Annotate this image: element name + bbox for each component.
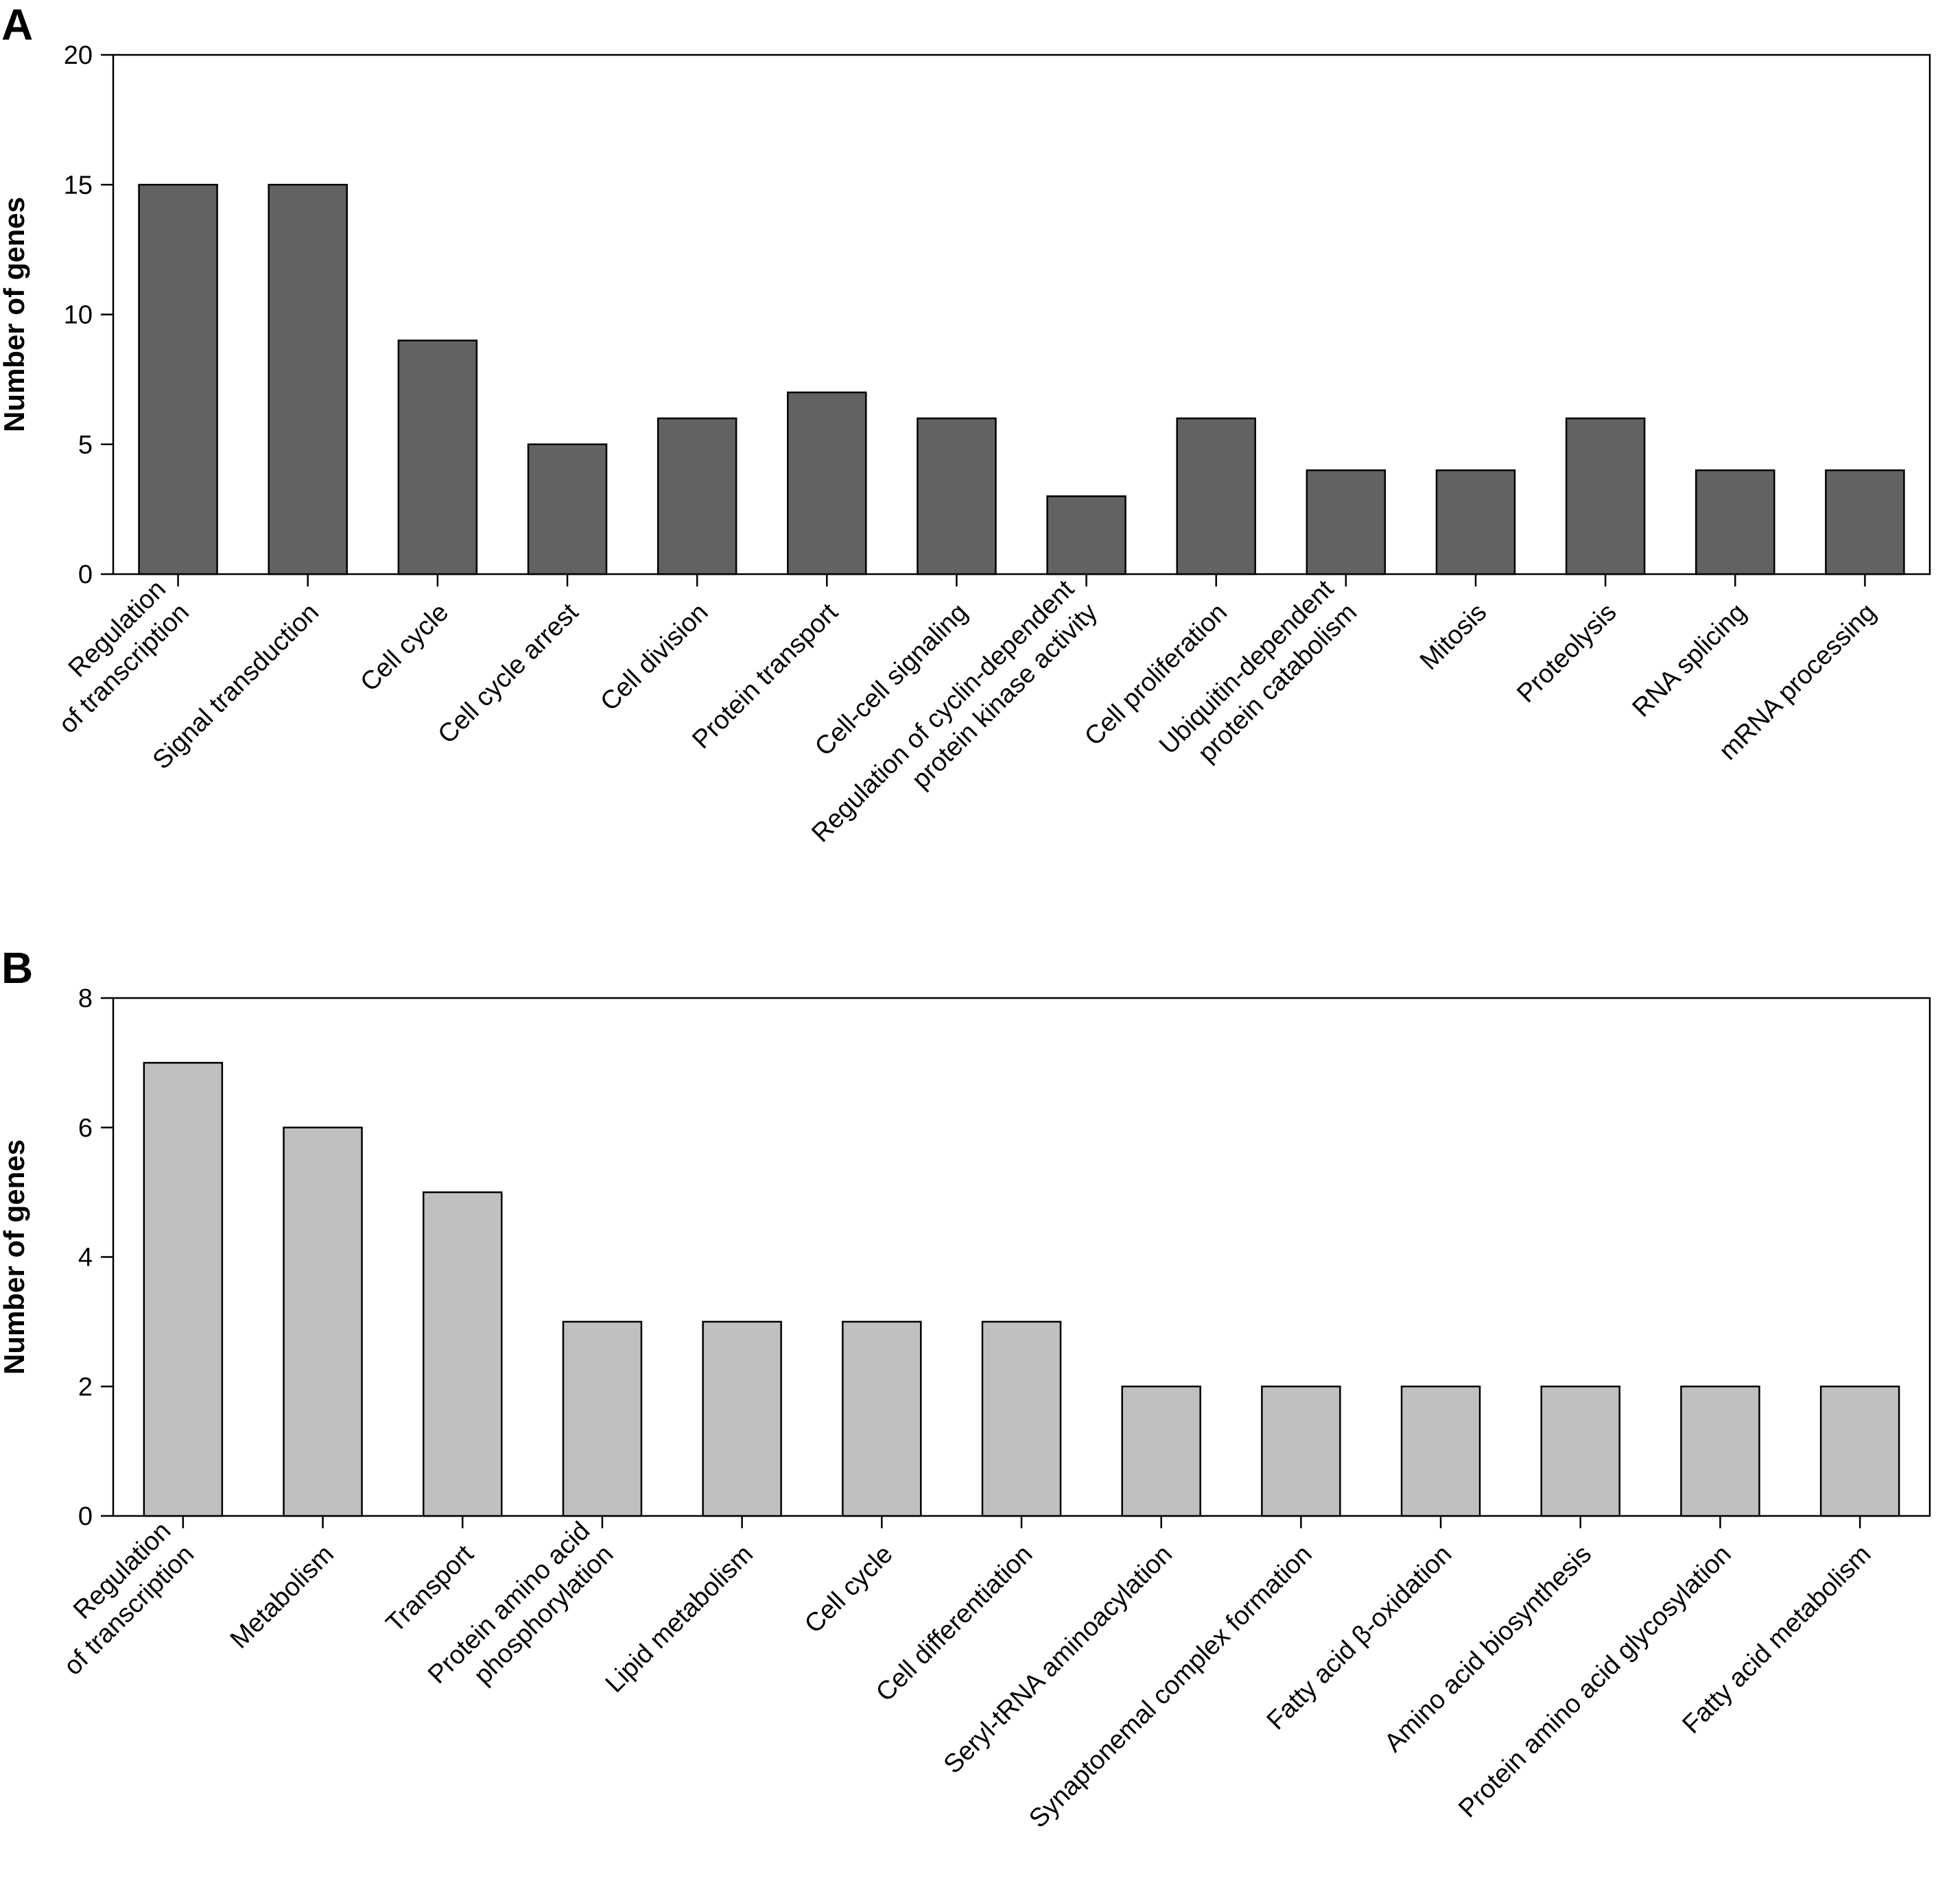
y-axis-title: Number of genes: [0, 197, 30, 432]
panel-label: A: [1, 0, 33, 49]
x-tick-label: Cell differentiation: [871, 1540, 1038, 1707]
bar: [1261, 1386, 1341, 1517]
x-tick-label: Metabolism: [225, 1540, 340, 1654]
x-tick-label-line: Cell cycle: [799, 1540, 899, 1639]
x-tick-label-line: Cell proliferation: [1079, 598, 1233, 752]
bar: [657, 417, 737, 576]
bar: [1435, 469, 1516, 576]
y-tick-label: 0: [78, 560, 93, 589]
bar: [268, 184, 348, 576]
x-tick-label: Cell cycle: [799, 1540, 899, 1639]
bar: [562, 1320, 643, 1517]
chart-panel-a: A 0 5 10 15 20 Number of genes Regulationof tra…: [0, 0, 1931, 848]
bar: [1306, 469, 1386, 576]
x-tick-label-line: Proteolysis: [1511, 598, 1622, 709]
y-tick-label: 20: [64, 41, 93, 70]
bar: [283, 1126, 363, 1517]
x-tick-label: Regulationof transcription: [35, 1517, 200, 1681]
panel-label: B: [1, 943, 33, 993]
x-tick-label: Mitosis: [1415, 598, 1492, 676]
y-tick-label: 10: [64, 301, 93, 330]
bar: [1046, 495, 1126, 576]
x-tick-label: Seryl-tRNA aminoacylation: [938, 1540, 1178, 1779]
y-tick-label: 6: [78, 1114, 93, 1143]
bar: [397, 340, 478, 576]
plot-frame: [112, 54, 1931, 576]
x-tick-label: Regulationof transcription: [30, 575, 195, 739]
bar: [1565, 417, 1646, 576]
bar: [1825, 469, 1905, 576]
x-tick-label-line: Lipid metabolism: [600, 1540, 759, 1698]
bar: [842, 1320, 922, 1517]
bar: [138, 184, 218, 576]
y-axis-title: Number of genes: [0, 1139, 30, 1375]
x-tick-label: Synaptonemal complex formation: [1024, 1540, 1317, 1834]
x-tick-label-line: Protein amino acid glycosylation: [1453, 1540, 1737, 1824]
x-tick-label-line: Seryl-tRNA aminoacylation: [938, 1540, 1178, 1779]
x-tick-label-line: Cell differentiation: [871, 1540, 1038, 1707]
bar: [1176, 417, 1256, 576]
x-tick-label: Proteolysis: [1511, 598, 1622, 709]
y-tick-label: 8: [78, 984, 93, 1013]
x-tick-label: Cell cycle arrest: [433, 597, 585, 749]
x-tick-label-line: Cell cycle arrest: [433, 597, 585, 749]
bar: [917, 417, 997, 576]
bar: [1695, 469, 1775, 576]
bar: [1819, 1386, 1900, 1517]
x-tick-label: Cell cycle: [355, 598, 455, 698]
y-tick-label: 4: [78, 1244, 93, 1272]
x-tick-label-line: Mitosis: [1415, 598, 1492, 676]
y-tick-label: 2: [78, 1373, 93, 1401]
x-tick-label-line: Cell cycle: [355, 598, 455, 698]
bar: [1400, 1386, 1481, 1517]
y-tick-label: 5: [78, 431, 93, 460]
x-tick-label: Lipid metabolism: [600, 1540, 759, 1698]
bar: [422, 1191, 503, 1517]
y-tick-label: 0: [78, 1502, 93, 1531]
bar: [143, 1062, 224, 1517]
bar: [702, 1320, 782, 1517]
x-tick-label: Cell proliferation: [1079, 598, 1233, 752]
chart-panel-b: B 0 2 4 6 8 Number of genes Regulationof transc…: [0, 943, 1931, 1834]
x-tick-label: Ubiquitin-dependentprotein catabolism: [1154, 574, 1362, 783]
bar: [1540, 1386, 1621, 1517]
bar: [1121, 1386, 1201, 1517]
bar: [1680, 1386, 1760, 1517]
bar: [787, 391, 867, 576]
x-tick-label-line: Metabolism: [225, 1540, 340, 1654]
x-tick-label: Cell division: [595, 598, 713, 717]
x-tick-label-line: Cell division: [595, 598, 713, 717]
x-tick-label-line: Transport: [381, 1539, 480, 1638]
x-tick-label-line: RNA splicing: [1627, 598, 1752, 723]
bar: [981, 1320, 1062, 1517]
x-tick-label: RNA splicing: [1627, 598, 1752, 723]
x-tick-label: Transport: [381, 1539, 480, 1638]
x-tick-label-line: Synaptonemal complex formation: [1024, 1540, 1317, 1834]
y-tick-label: 15: [64, 171, 93, 200]
bar: [527, 443, 608, 576]
x-tick-label: Protein amino acid glycosylation: [1453, 1540, 1737, 1824]
